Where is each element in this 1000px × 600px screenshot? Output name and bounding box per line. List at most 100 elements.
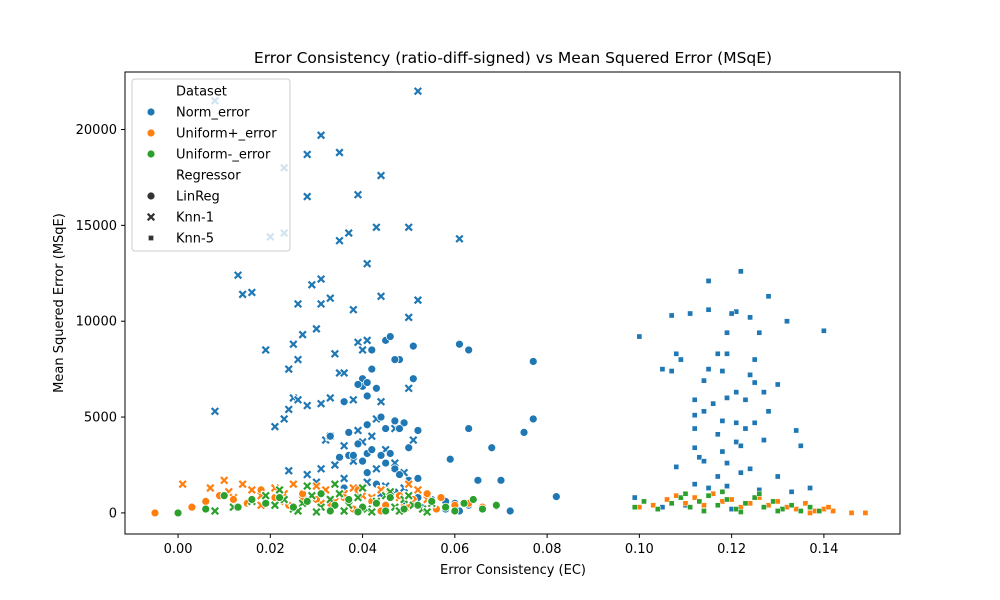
- data-point: [747, 465, 753, 472]
- data-point: [315, 298, 327, 310]
- data-point: [761, 504, 767, 511]
- data-point: [385, 449, 395, 458]
- data-point: [339, 397, 349, 407]
- data-point: [352, 189, 364, 200]
- data-point: [403, 383, 414, 394]
- data-point: [302, 191, 313, 202]
- data-point: [724, 395, 730, 401]
- data-point: [390, 355, 400, 364]
- data-point: [788, 502, 795, 509]
- data-point: [816, 508, 823, 514]
- data-point: [372, 383, 381, 393]
- data-point: [848, 510, 855, 516]
- data-point: [395, 470, 404, 479]
- data-point: [399, 504, 409, 514]
- data-point: [404, 443, 414, 453]
- data-point: [678, 494, 684, 501]
- data-point: [366, 506, 377, 518]
- data-point: [737, 442, 744, 449]
- data-point: [788, 488, 795, 495]
- data-point: [275, 493, 284, 502]
- data-point: [367, 345, 377, 355]
- data-point: [473, 475, 483, 485]
- x-tick-label: 0.12: [717, 542, 746, 557]
- data-point: [765, 293, 772, 300]
- data-point: [737, 268, 744, 275]
- data-point: [761, 437, 767, 443]
- data-point: [701, 377, 707, 384]
- data-point: [339, 505, 350, 517]
- data-point: [362, 420, 372, 430]
- data-point: [302, 480, 313, 492]
- data-point: [478, 504, 487, 514]
- data-point: [551, 492, 561, 502]
- data-point: [315, 130, 327, 141]
- legend-marker-circle: [146, 107, 156, 117]
- data-point: [325, 392, 336, 403]
- data-point: [650, 502, 657, 509]
- data-point: [678, 356, 684, 363]
- data-point: [371, 222, 382, 233]
- data-point: [339, 367, 350, 379]
- data-point: [292, 354, 304, 365]
- data-point: [691, 494, 698, 501]
- data-point: [765, 408, 772, 415]
- data-point: [774, 381, 781, 388]
- data-point: [357, 482, 368, 494]
- data-point: [719, 488, 726, 495]
- data-point: [288, 502, 298, 512]
- data-point: [441, 502, 451, 512]
- data-point: [733, 419, 740, 426]
- data-point: [381, 458, 391, 468]
- data-point: [385, 332, 395, 341]
- data-point: [352, 337, 364, 348]
- data-point: [821, 327, 827, 334]
- data-point: [246, 484, 257, 496]
- data-point: [719, 448, 726, 455]
- data-point: [274, 484, 285, 496]
- data-point: [728, 310, 735, 317]
- data-point: [334, 488, 345, 499]
- data-point: [747, 372, 753, 378]
- data-point: [366, 431, 377, 442]
- x-axis-ticks: 0.00 0.02 0.04 0.06 0.08 0.10 0.12 0.14: [164, 534, 838, 557]
- legend-label: Knn-5: [176, 232, 214, 247]
- data-point: [691, 444, 698, 451]
- data-point: [344, 495, 354, 504]
- data-point: [311, 323, 322, 334]
- legend-box: [131, 78, 291, 252]
- data-point: [631, 494, 638, 501]
- data-point: [288, 339, 299, 350]
- x-tick-label: 0.14: [809, 542, 838, 557]
- data-point: [701, 508, 707, 514]
- data-point: [528, 414, 538, 424]
- data-point: [219, 475, 230, 486]
- data-point: [209, 505, 221, 517]
- data-point: [719, 418, 726, 424]
- data-point: [288, 479, 299, 490]
- data-point: [292, 394, 304, 405]
- y-tick-label: 5000: [84, 411, 117, 426]
- data-point: [311, 506, 322, 518]
- data-point: [187, 502, 197, 512]
- data-point: [687, 310, 693, 317]
- data-point: [654, 506, 661, 512]
- data-point: [701, 408, 707, 415]
- data-point: [761, 389, 767, 395]
- data-point: [427, 497, 437, 506]
- data-point: [459, 498, 469, 508]
- data-point: [315, 398, 327, 409]
- data-point: [797, 508, 804, 514]
- data-point: [375, 396, 387, 407]
- data-point: [436, 493, 446, 502]
- data-point: [641, 498, 647, 505]
- data-point: [696, 498, 703, 505]
- data-point: [403, 479, 414, 490]
- data-point: [367, 364, 377, 374]
- data-point: [724, 483, 730, 489]
- data-point: [668, 312, 675, 319]
- data-point: [705, 306, 712, 313]
- data-point: [353, 507, 363, 517]
- data-point: [724, 496, 730, 503]
